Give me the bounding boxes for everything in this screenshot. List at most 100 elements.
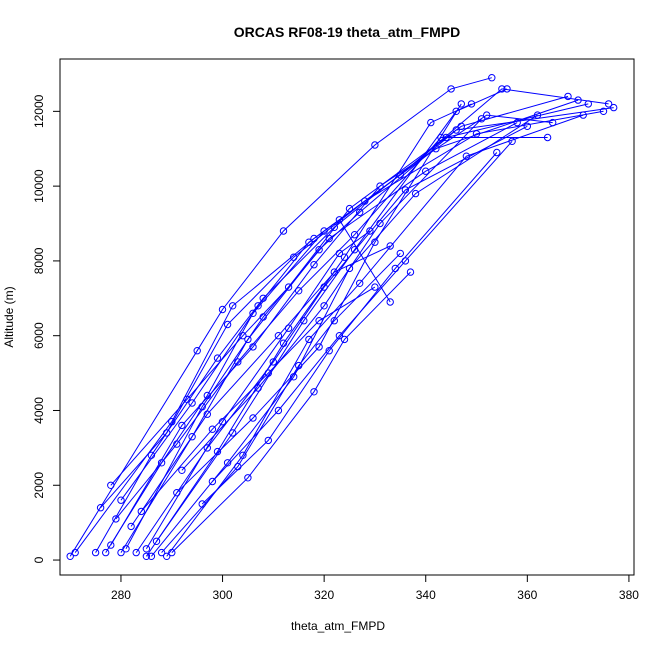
data-point bbox=[376, 219, 384, 228]
data-point bbox=[483, 111, 491, 119]
data-point bbox=[132, 548, 140, 557]
data-point bbox=[457, 100, 465, 108]
data-point bbox=[213, 354, 222, 362]
series-line bbox=[69, 77, 492, 557]
data-point bbox=[498, 85, 506, 93]
series-line bbox=[201, 152, 498, 505]
data-point bbox=[264, 436, 272, 445]
data-point bbox=[488, 74, 496, 82]
series-line bbox=[212, 140, 513, 482]
data-point bbox=[254, 384, 262, 392]
data-point bbox=[269, 358, 277, 366]
data-point bbox=[376, 182, 384, 190]
data-point bbox=[371, 141, 379, 149]
x-axis-label: theta_atm_FMPD bbox=[291, 619, 385, 633]
data-point bbox=[157, 548, 166, 557]
data-point bbox=[279, 227, 288, 235]
data-point bbox=[198, 403, 206, 411]
series-line bbox=[120, 219, 391, 501]
series-line bbox=[100, 110, 604, 509]
data-point bbox=[279, 339, 288, 347]
data-point bbox=[401, 257, 410, 265]
series-line bbox=[145, 230, 371, 550]
data-point bbox=[107, 481, 115, 489]
data-point bbox=[340, 335, 349, 344]
series-profile bbox=[208, 137, 516, 486]
series-profile bbox=[142, 100, 476, 560]
data-point bbox=[168, 548, 176, 557]
data-point bbox=[244, 474, 252, 482]
data-point bbox=[137, 507, 146, 516]
data-point bbox=[335, 249, 344, 258]
series-line bbox=[74, 88, 609, 553]
data-point bbox=[295, 287, 303, 295]
data-point bbox=[300, 317, 308, 325]
series-profile bbox=[122, 118, 521, 553]
data-point bbox=[188, 399, 196, 407]
data-point bbox=[305, 238, 313, 246]
data-point bbox=[102, 548, 110, 557]
x-tick-label: 320 bbox=[314, 588, 334, 602]
data-point bbox=[274, 406, 283, 415]
data-point bbox=[274, 332, 283, 340]
data-point bbox=[112, 515, 120, 523]
series-line bbox=[145, 103, 472, 557]
data-point bbox=[188, 433, 196, 441]
series-line bbox=[181, 118, 482, 471]
data-point bbox=[320, 227, 328, 235]
x-tick-label: 300 bbox=[213, 588, 233, 602]
data-point bbox=[208, 477, 217, 486]
series-profile bbox=[96, 107, 608, 512]
data-point bbox=[503, 85, 511, 93]
data-point bbox=[386, 242, 394, 250]
data-point bbox=[239, 451, 247, 459]
data-point bbox=[229, 302, 237, 310]
data-point bbox=[493, 148, 501, 157]
data-point bbox=[604, 100, 613, 108]
data-point bbox=[239, 332, 247, 340]
series-profile bbox=[137, 283, 379, 516]
data-point bbox=[147, 552, 156, 560]
series-layer bbox=[66, 74, 618, 560]
data-point bbox=[447, 85, 455, 93]
data-point bbox=[396, 249, 404, 258]
series-line bbox=[125, 122, 518, 550]
data-point bbox=[533, 111, 542, 119]
data-point bbox=[422, 167, 430, 175]
data-point bbox=[142, 545, 151, 553]
series-profile bbox=[147, 111, 542, 560]
y-axis-label: Altitude (m) bbox=[2, 286, 16, 347]
series-line bbox=[151, 114, 538, 557]
data-point bbox=[543, 133, 552, 142]
data-point bbox=[345, 264, 354, 273]
series-profile bbox=[117, 216, 394, 504]
data-point bbox=[356, 208, 364, 217]
series-profile bbox=[132, 122, 531, 557]
data-point bbox=[320, 302, 328, 310]
y-tick-label: 8000 bbox=[32, 247, 46, 274]
data-point bbox=[218, 418, 227, 426]
y-tick-label: 2000 bbox=[32, 472, 46, 499]
data-point bbox=[198, 500, 206, 508]
data-point bbox=[345, 204, 354, 213]
series-profile bbox=[168, 268, 415, 557]
data-point bbox=[127, 522, 135, 531]
y-tick-label: 12000 bbox=[32, 94, 46, 128]
data-point bbox=[310, 388, 318, 396]
data-point bbox=[523, 122, 531, 131]
x-tick-label: 340 bbox=[416, 588, 436, 602]
y-tick-label: 10000 bbox=[32, 169, 46, 203]
data-point bbox=[117, 496, 125, 504]
series-profile bbox=[71, 85, 613, 557]
series-profile bbox=[107, 111, 557, 549]
y-tick-label: 0 bbox=[32, 556, 46, 563]
data-point bbox=[183, 395, 191, 403]
data-point bbox=[96, 504, 105, 512]
data-point bbox=[229, 429, 237, 437]
chart-title: ORCAS RF08-19 theta_atm_FMPD bbox=[234, 24, 460, 40]
series-profile bbox=[173, 100, 465, 497]
data-point bbox=[163, 552, 171, 560]
y-tick-label: 6000 bbox=[32, 322, 46, 349]
x-tick-label: 380 bbox=[619, 588, 639, 602]
series-line bbox=[110, 114, 553, 546]
